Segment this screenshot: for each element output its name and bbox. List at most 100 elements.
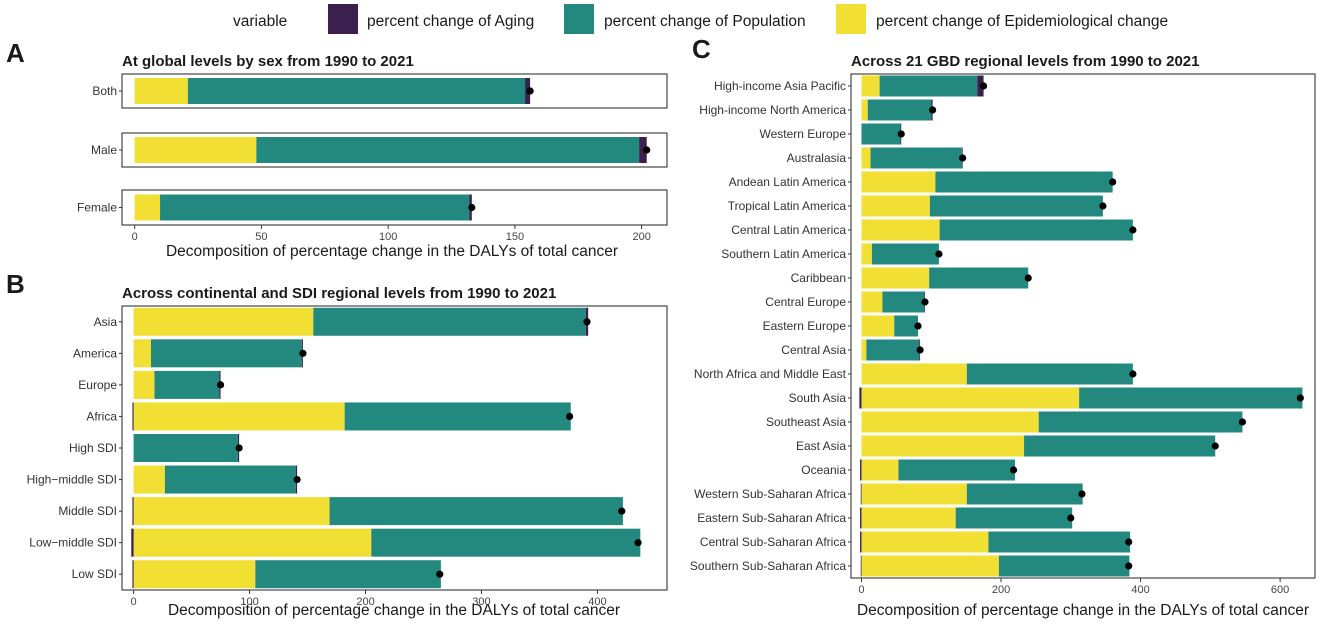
bar-segment-epidemiological-change-low-middle-sdi bbox=[133, 528, 372, 557]
category-label-oceania: Oceania bbox=[801, 463, 846, 477]
category-label-north-africa-and-middle-east: North Africa and Middle East bbox=[694, 367, 847, 381]
category-label-female: Female bbox=[77, 201, 117, 215]
bar-segment-population-central-asia bbox=[866, 339, 920, 361]
category-label-western-sub-saharan-africa: Western Sub-Saharan Africa bbox=[694, 487, 846, 501]
legend-swatch-epidemiological bbox=[836, 4, 866, 34]
panel-c-plot: High-income Asia Pacific High-income Nort… bbox=[690, 73, 1316, 596]
total-point-australasia bbox=[959, 154, 967, 162]
bar-segment-epidemiological-change-central-europe bbox=[861, 291, 883, 313]
bar-segment-population-high-income-north-america bbox=[867, 99, 932, 121]
total-point-male bbox=[643, 146, 651, 154]
panel-b-x-axis-title: Decomposition of percentage change in th… bbox=[168, 602, 620, 619]
category-label-low-middle-sdi: Low−middle SDI bbox=[29, 536, 117, 550]
panel-a-x-axis-title: Decomposition of percentage change in th… bbox=[166, 243, 618, 260]
bar-segment-population-oceania bbox=[898, 459, 1015, 481]
bar-segment-aging-western-sub-saharan-africa bbox=[860, 483, 862, 505]
bar-segment-epidemiological-change-southern-latin-america bbox=[861, 243, 872, 265]
total-point-southern-latin-america bbox=[935, 250, 943, 258]
total-point-low-middle-sdi bbox=[634, 539, 642, 547]
legend-title: variable bbox=[233, 13, 287, 30]
bar-segment-aging-oceania bbox=[860, 459, 862, 481]
bar-segment-population-caribbean bbox=[929, 267, 1029, 289]
total-point-high-middle-sdi bbox=[293, 475, 301, 484]
total-point-central-sub-saharan-africa bbox=[1125, 538, 1133, 546]
total-point-central-europe bbox=[921, 298, 929, 306]
bar-segment-epidemiological-change-north-africa-and-middle-east bbox=[861, 363, 967, 385]
bar-segment-epidemiological-change-east-asia bbox=[861, 435, 1025, 457]
bar-segment-epidemiological-change-central-asia bbox=[861, 339, 867, 361]
bar-segment-population-middle-sdi bbox=[329, 497, 623, 526]
category-label-low-sdi: Low SDI bbox=[72, 567, 117, 581]
total-point-africa bbox=[565, 412, 574, 421]
category-label-tropical-latin-america: Tropical Latin America bbox=[728, 199, 847, 213]
category-label-western-europe: Western Europe bbox=[760, 127, 847, 141]
bar-segment-epidemiological-change-andean-latin-america bbox=[861, 171, 936, 193]
total-point-europe bbox=[216, 381, 225, 389]
total-point-western-sub-saharan-africa bbox=[1078, 490, 1086, 498]
total-point-high-sdi bbox=[235, 444, 243, 452]
category-label-central-sub-saharan-africa: Central Sub-Saharan Africa bbox=[700, 535, 846, 549]
bar-segment-population-america bbox=[150, 339, 302, 368]
x-tick-label: 200 bbox=[356, 596, 374, 608]
bar-segment-epidemiological-change-high-income-north-america bbox=[861, 99, 868, 121]
x-tick-label: 200 bbox=[632, 231, 650, 243]
category-label-eastern-sub-saharan-africa: Eastern Sub-Saharan Africa bbox=[697, 511, 846, 525]
x-tick-label: 0 bbox=[132, 231, 138, 243]
bar-segment-population-central-sub-saharan-africa bbox=[988, 531, 1131, 553]
category-label-both: Both bbox=[92, 84, 117, 98]
category-label-middle-sdi: Middle SDI bbox=[58, 504, 117, 518]
legend: variable percent change of Aging percent… bbox=[233, 4, 1168, 34]
bar-segment-aging-africa bbox=[132, 402, 134, 431]
bar-segment-epidemiological-change-male bbox=[134, 137, 257, 163]
bar-segment-epidemiological-change-africa bbox=[133, 402, 345, 431]
bar-segment-population-southeast-asia bbox=[1038, 411, 1243, 433]
bar-segment-population-eastern-europe bbox=[894, 315, 918, 337]
bar-segment-epidemiological-change-oceania bbox=[861, 459, 899, 481]
total-point-eastern-europe bbox=[914, 322, 922, 330]
bar-segment-epidemiological-change-central-sub-saharan-africa bbox=[861, 531, 989, 553]
bar-segment-epidemiological-change-middle-sdi bbox=[133, 497, 330, 526]
bar-segment-population-low-middle-sdi bbox=[371, 528, 641, 557]
category-label-southeast-asia: Southeast Asia bbox=[766, 415, 846, 429]
category-label-high-middle-sdi: High−middle SDI bbox=[27, 473, 117, 487]
total-point-high-income-north-america bbox=[929, 106, 937, 114]
bar-segment-population-western-sub-saharan-africa bbox=[966, 483, 1083, 505]
bar-segment-epidemiological-change-south-asia bbox=[861, 387, 1080, 409]
bar-segment-population-high-middle-sdi bbox=[164, 465, 296, 494]
category-label-europe: Europe bbox=[78, 378, 117, 392]
bar-segment-epidemiological-change-tropical-latin-america bbox=[861, 195, 930, 217]
x-tick-label: 150 bbox=[506, 231, 524, 243]
legend-swatch-population bbox=[564, 4, 594, 34]
total-point-female bbox=[468, 203, 476, 212]
panel-a-plot: Both Male Female 0 50 100 150 200 bbox=[77, 73, 668, 243]
total-point-america bbox=[299, 349, 307, 357]
bar-segment-aging-central-sub-saharan-africa bbox=[860, 531, 862, 553]
total-point-tropical-latin-america bbox=[1099, 202, 1107, 210]
bar-segment-population-central-latin-america bbox=[939, 219, 1133, 241]
category-label-southern-latin-america: Southern Latin America bbox=[721, 247, 846, 261]
bar-segment-epidemiological-change-high-middle-sdi bbox=[133, 465, 165, 494]
category-label-high-sdi: High SDI bbox=[69, 441, 117, 455]
bar-segment-aging-south-asia bbox=[859, 387, 862, 409]
bar-segment-epidemiological-change-female bbox=[134, 194, 161, 221]
total-point-oceania bbox=[1009, 466, 1018, 474]
bar-segment-epidemiological-change-southeast-asia bbox=[861, 411, 1039, 433]
total-point-low-sdi bbox=[436, 570, 444, 578]
bar-segment-population-male bbox=[256, 137, 640, 163]
total-point-both bbox=[526, 87, 534, 95]
bar-segment-aging-southern-sub-saharan-africa bbox=[860, 555, 862, 577]
total-point-south-asia bbox=[1296, 394, 1304, 402]
bar-segment-population-southern-sub-saharan-africa bbox=[998, 555, 1130, 577]
x-tick-label: 0 bbox=[131, 596, 137, 608]
category-label-southern-sub-saharan-africa: Southern Sub-Saharan Africa bbox=[690, 559, 846, 573]
category-label-south-asia: South Asia bbox=[789, 391, 847, 405]
bar-segment-population-south-asia bbox=[1079, 387, 1303, 409]
bar-segment-population-both bbox=[187, 78, 526, 104]
total-point-western-europe bbox=[897, 130, 905, 138]
category-label-africa: Africa bbox=[86, 409, 117, 423]
total-point-southern-sub-saharan-africa bbox=[1125, 562, 1133, 570]
category-label-central-asia: Central Asia bbox=[781, 343, 846, 357]
bar-segment-population-australasia bbox=[870, 147, 962, 169]
bar-segment-population-andean-latin-america bbox=[935, 171, 1113, 193]
